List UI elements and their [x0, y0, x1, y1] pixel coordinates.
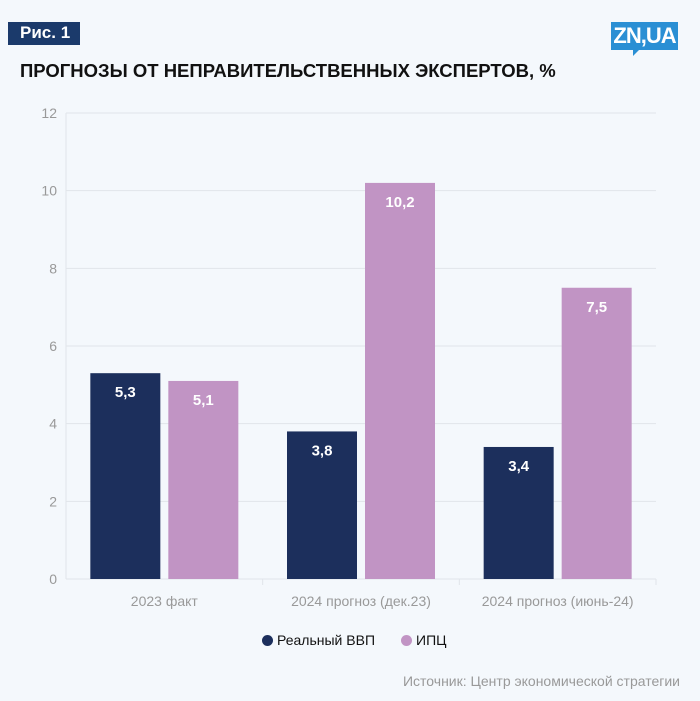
data-label: 3,8 — [312, 442, 333, 459]
legend-label: Реальный ВВП — [277, 632, 375, 648]
bar-cpi — [561, 287, 632, 579]
x-tick-label: 2023 факт — [131, 593, 199, 609]
y-tick-label: 8 — [49, 260, 57, 276]
bar-gdp — [483, 446, 554, 579]
data-label: 5,3 — [115, 384, 136, 401]
data-label: 3,4 — [508, 458, 530, 475]
legend-dot — [401, 635, 412, 646]
bar-gdp — [287, 431, 357, 579]
legend-dot — [262, 635, 273, 646]
x-tick-label: 2024 прогноз (дек.23) — [291, 593, 431, 609]
data-label: 10,2 — [385, 194, 414, 211]
zn-ua-logo: ZN,UA — [611, 22, 678, 56]
legend-item-cpi: ИПЦ — [401, 632, 446, 648]
x-tick-label: 2024 прогноз (июнь-24) — [482, 593, 634, 609]
chart-title: ПРОГНОЗЫ ОТ НЕПРАВИТЕЛЬСТВЕННЫХ ЭКСПЕРТО… — [20, 60, 556, 81]
y-tick-label: 6 — [49, 338, 57, 354]
bar-cpi — [168, 380, 239, 579]
legend-item-gdp: Реальный ВВП — [262, 632, 375, 648]
y-tick-label: 12 — [41, 105, 57, 121]
figure-label: Рис. 1 — [8, 22, 81, 45]
y-tick-label: 4 — [49, 416, 57, 432]
y-tick-label: 0 — [49, 571, 57, 587]
data-label: 7,5 — [586, 299, 607, 316]
source-note: Источник: Центр экономической стратегии — [402, 673, 680, 689]
bar-cpi — [365, 182, 435, 579]
legend-label: ИПЦ — [416, 632, 447, 648]
data-label: 5,1 — [193, 392, 214, 409]
y-tick-label: 10 — [41, 183, 57, 199]
y-tick-label: 2 — [49, 493, 57, 509]
bar-gdp — [90, 373, 161, 579]
legend: Реальный ВВП ИПЦ — [262, 632, 446, 648]
